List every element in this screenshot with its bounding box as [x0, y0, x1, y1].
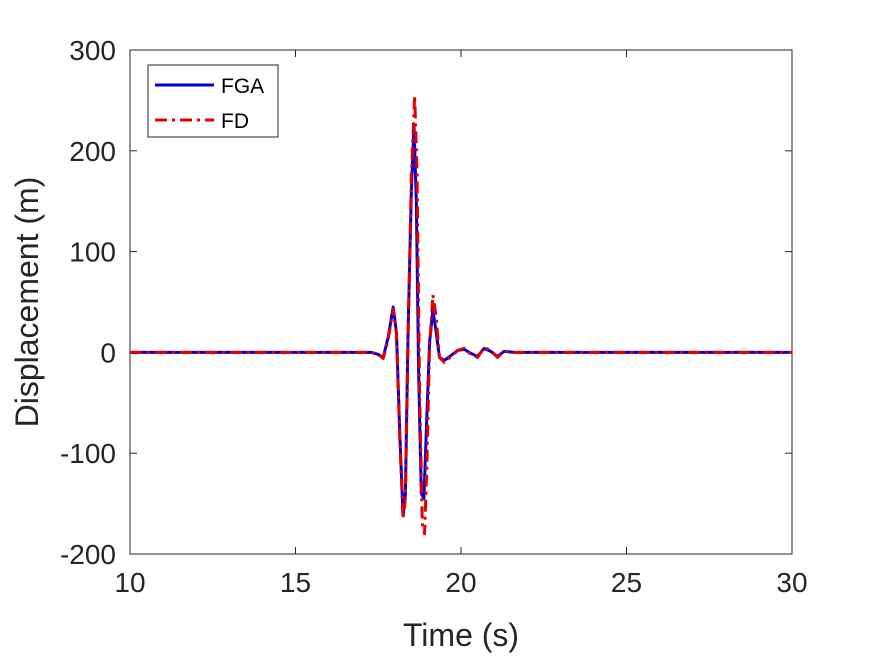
y-tick-label: 200 [69, 136, 116, 167]
legend-label-fd: FD [221, 110, 249, 133]
y-tick-labels: -200 -100 0 100 200 300 [60, 35, 116, 570]
legend-box [147, 64, 279, 138]
y-tick-label: 0 [100, 337, 116, 368]
y-tick-label: 300 [69, 35, 116, 66]
x-axis-label: Time (s) [403, 617, 519, 653]
tick-marks [129, 49, 793, 555]
legend: FGA FD [147, 64, 279, 138]
x-tick-label: 30 [776, 567, 807, 598]
y-tick-label: -100 [60, 438, 116, 469]
y-tick-label: -200 [60, 539, 116, 570]
x-tick-label: 10 [114, 567, 145, 598]
series-layer [130, 93, 792, 536]
x-tick-labels: 10 15 20 25 30 [114, 567, 807, 598]
x-tick-label: 15 [280, 567, 311, 598]
y-tick-label: 100 [69, 237, 116, 268]
legend-label-fga: FGA [221, 75, 264, 98]
series-line-fd [130, 93, 792, 536]
x-tick-label: 20 [445, 567, 476, 598]
x-tick-label: 25 [611, 567, 642, 598]
y-axis-label: Displacement (m) [9, 177, 45, 428]
